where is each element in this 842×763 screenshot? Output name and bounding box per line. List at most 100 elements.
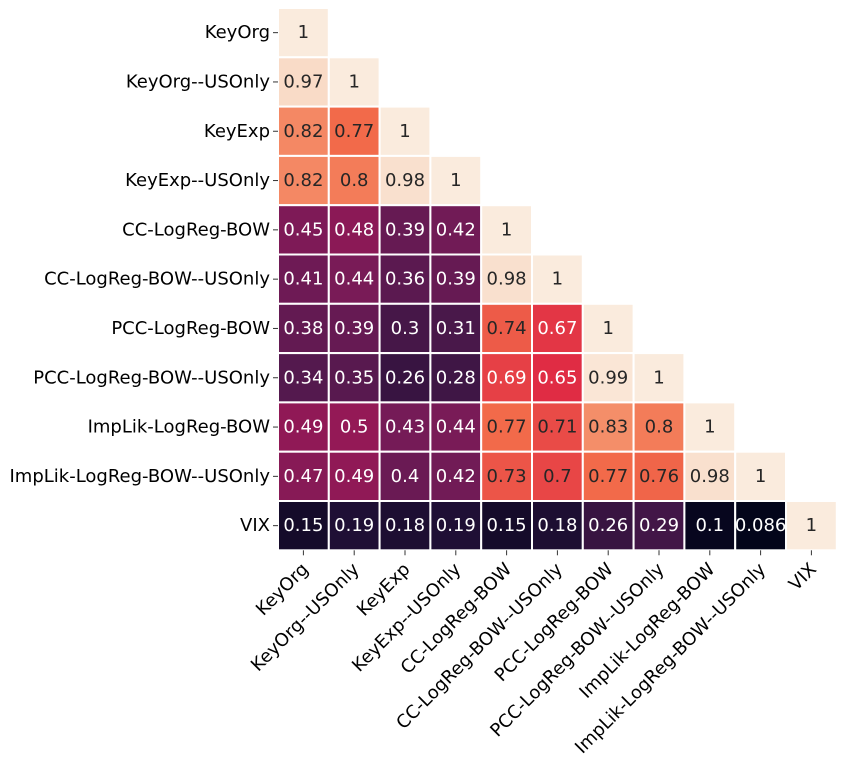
heatmap-cell: [429, 500, 483, 552]
heatmap-cell: [531, 302, 584, 355]
cell-value-label: 0.77: [588, 466, 628, 487]
heatmap-cell: [531, 450, 584, 503]
heatmap-cell: [327, 253, 381, 305]
cell-value-label: 0.49: [283, 417, 323, 438]
cell-value-label: 0.77: [487, 417, 527, 438]
heatmap-cell: [632, 450, 686, 503]
cell-value-label: 0.76: [639, 466, 679, 487]
cell-value-label: 0.8: [645, 417, 674, 438]
cell-value-label: 0.39: [385, 219, 425, 240]
cell-value-label: 0.18: [385, 515, 425, 536]
cell-value-label: 0.7: [543, 466, 572, 487]
cell-value-label: 0.49: [334, 466, 374, 487]
cell-value-label: 0.44: [436, 417, 476, 438]
heatmap-cell: [429, 154, 483, 207]
cell-value-label: 0.47: [283, 466, 323, 487]
cell-value-label: 0.69: [487, 367, 527, 388]
x-axis-tick-labels: KeyOrgKeyOrg--USOnlyKeyExpKeyExp--USOnly…: [247, 559, 821, 758]
y-tick-label: ImpLik-LogReg-BOW--USOnly: [9, 466, 270, 487]
cell-value-label: 0.4: [391, 466, 420, 487]
cell-value-label: 0.15: [487, 515, 527, 536]
cell-value-label: 1: [450, 170, 461, 191]
cell-value-label: 0.3: [391, 318, 420, 339]
cell-value-label: 0.5: [340, 417, 369, 438]
cell-value-label: 0.39: [436, 269, 476, 290]
cell-value-label: 0.086: [735, 515, 787, 536]
cell-value-label: 1: [602, 318, 613, 339]
cell-value-label: 0.42: [436, 466, 476, 487]
heatmap-cells: 1 0.97 1 0.82 0.77 1 0.82 0.8 0.98 1 0.45 0.48 0.39 0…: [277, 7, 838, 552]
cell-value-label: 1: [806, 515, 817, 536]
cell-value-label: 0.34: [283, 367, 323, 388]
cell-value-label: 1: [348, 71, 359, 92]
cell-value-label: 0.71: [537, 417, 577, 438]
heatmap-cell: [531, 500, 584, 552]
y-tick-label: KeyExp--USOnly: [125, 170, 270, 191]
cell-value-label: 1: [704, 417, 715, 438]
cell-value-label: 1: [653, 367, 664, 388]
cell-value-label: 0.82: [283, 121, 323, 142]
cell-value-label: 0.48: [334, 219, 374, 240]
heatmap-cell: [429, 204, 483, 256]
heatmap-cell: [378, 450, 432, 503]
y-tick-label: CC-LogReg-BOW--USOnly: [44, 269, 270, 290]
cell-value-label: 0.97: [283, 71, 323, 92]
cell-value-label: 0.73: [487, 466, 527, 487]
heatmap-cell: [327, 154, 381, 207]
y-tick-label: KeyOrg--USOnly: [126, 71, 270, 92]
cell-value-label: 1: [399, 121, 410, 142]
y-tick-label: KeyExp: [204, 121, 270, 142]
cell-value-label: 0.67: [537, 318, 577, 339]
heatmap-cell: [277, 352, 330, 404]
cell-value-label: 0.28: [436, 367, 476, 388]
heatmap-cell: [277, 500, 330, 552]
cell-value-label: 0.98: [487, 269, 527, 290]
heatmap-cell: [277, 450, 330, 503]
tick-marks: [273, 32, 812, 556]
x-tick-label: VIX: [785, 559, 821, 595]
cell-value-label: 0.19: [436, 515, 476, 536]
heatmap-cell: [429, 253, 483, 305]
cell-value-label: 0.1: [695, 515, 724, 536]
cell-value-label: 0.36: [385, 269, 425, 290]
cell-value-label: 0.41: [283, 269, 323, 290]
heatmap-cell: [480, 450, 534, 503]
cell-value-label: 0.82: [283, 170, 323, 191]
heatmap-cell: [632, 352, 686, 404]
cell-value-label: 0.98: [690, 466, 730, 487]
y-tick-label: VIX: [240, 515, 270, 536]
heatmap-cell: [277, 401, 330, 453]
cell-value-label: 0.83: [588, 417, 628, 438]
heatmap-cell: [327, 302, 381, 355]
heatmap-cell: [277, 302, 330, 355]
heatmap-cell: [378, 105, 432, 157]
heatmap-cell: [785, 500, 838, 552]
cell-value-label: 0.31: [436, 318, 476, 339]
cell-value-label: 0.15: [283, 515, 323, 536]
cell-value-label: 1: [755, 466, 766, 487]
heatmap-cell: [327, 204, 381, 256]
cell-value-label: 0.43: [385, 417, 425, 438]
heatmap-cell: [683, 401, 737, 453]
cell-value-label: 1: [298, 22, 309, 43]
y-tick-label: PCC-LogReg-BOW--USOnly: [33, 367, 270, 388]
y-tick-label: PCC-LogReg-BOW: [111, 318, 270, 339]
cell-value-label: 0.45: [283, 219, 323, 240]
heatmap-cell: [683, 450, 737, 503]
heatmap-cell: [531, 253, 584, 305]
cell-value-label: 1: [552, 269, 563, 290]
cell-value-label: 0.44: [334, 269, 374, 290]
cell-value-label: 0.19: [334, 515, 374, 536]
cell-value-label: 1: [501, 219, 512, 240]
y-tick-label: KeyOrg: [205, 22, 270, 43]
cell-value-label: 0.98: [385, 170, 425, 191]
cell-value-label: 0.18: [537, 515, 577, 536]
cell-value-label: 0.26: [385, 367, 425, 388]
heatmap-cell: [734, 450, 788, 503]
cell-value-label: 0.29: [639, 515, 679, 536]
y-tick-label: CC-LogReg-BOW: [122, 219, 270, 240]
cell-value-label: 0.8: [340, 170, 369, 191]
cell-value-label: 0.26: [588, 515, 628, 536]
cell-value-label: 0.99: [588, 367, 628, 388]
